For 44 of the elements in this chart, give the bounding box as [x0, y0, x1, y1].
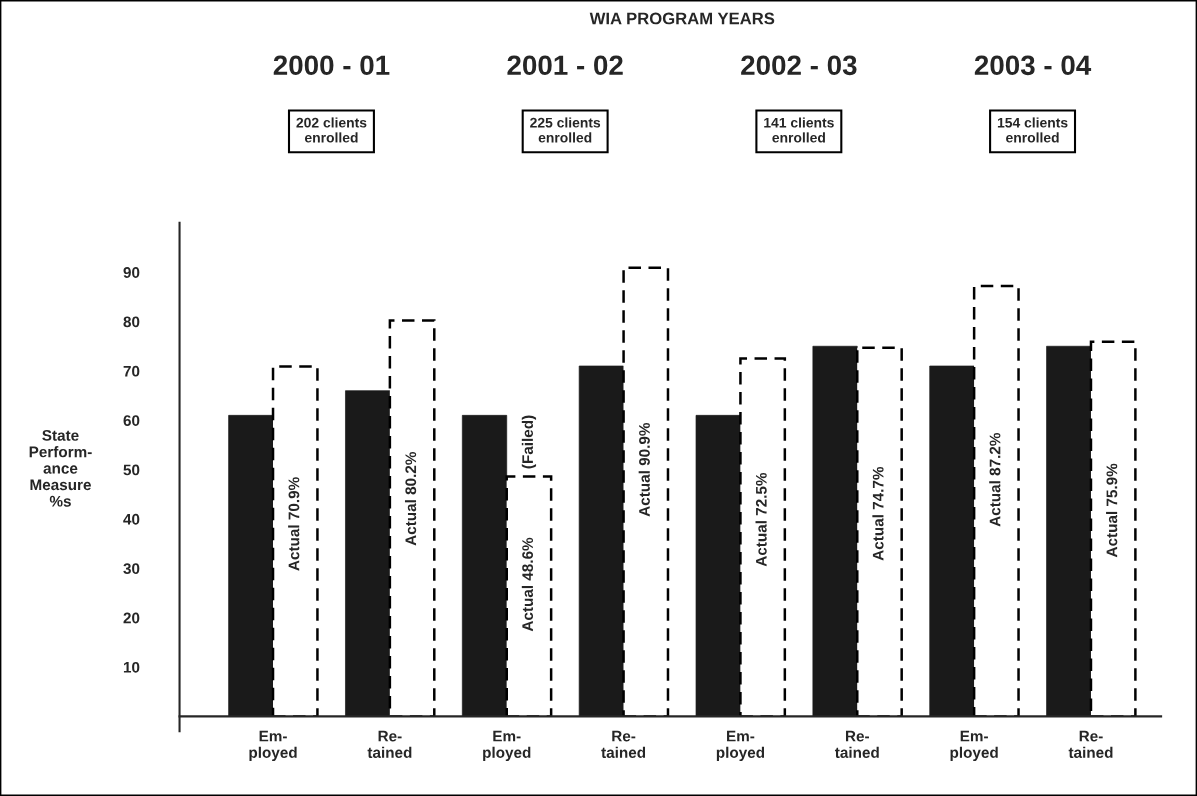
bar: [739, 357, 787, 717]
data-label: Actual 48.6%: [521, 537, 534, 632]
y-tick-label: 60: [123, 415, 140, 426]
y-tick-label: 40: [123, 513, 140, 525]
data-label: Actual 90.9%: [638, 422, 650, 517]
bar: [271, 365, 319, 717]
x-tick-label: Em- ployed: [716, 730, 765, 761]
data-label: Actual 74.7%: [872, 466, 884, 561]
y-tick-label: 80: [123, 316, 140, 328]
bar: [622, 266, 670, 717]
bar: [1089, 340, 1137, 717]
text: 2000 - 01: [273, 55, 390, 76]
data-label: Actual 75.9%: [1106, 463, 1118, 558]
bar: [856, 346, 903, 717]
data-label: Actual 80.2%: [404, 451, 417, 546]
y-tick-label: 90: [123, 267, 140, 278]
data-label: Actual 87.2%: [989, 432, 1001, 527]
y-tick-label: 50: [123, 464, 140, 476]
text: 154 clients enrolled: [997, 117, 1068, 143]
bar: [388, 319, 436, 717]
data-label: Actual 70.9%: [288, 477, 300, 571]
bar: [972, 284, 1020, 717]
text: 2001 - 02: [507, 55, 623, 76]
chart-title: WIA PROGRAM YEARS: [589, 12, 775, 25]
annotation: (Failed): [521, 415, 537, 469]
x-tick-label: Re- tained: [1068, 730, 1113, 758]
x-tick-label: Em- ployed: [483, 730, 531, 761]
bar: [505, 475, 553, 717]
text: 202 clients enrolled: [296, 117, 367, 143]
text: 2002 - 03: [741, 55, 857, 76]
text: 141 clients enrolled: [764, 117, 834, 143]
y-tick-label: 30: [123, 563, 140, 575]
x-tick-label: Re- tained: [367, 730, 412, 758]
x-tick-label: Em- ployed: [249, 730, 297, 761]
x-tick-label: Re- tained: [834, 730, 879, 758]
x-tick-label: Em- ployed: [950, 730, 998, 761]
y-axis-title: State Perform- ance Measure %s: [29, 430, 92, 507]
x-tick-label: Re- tained: [601, 730, 646, 758]
data-label: Actual 72.5%: [755, 472, 767, 567]
y-tick-label: 70: [123, 365, 140, 377]
y-tick-label: 10: [123, 661, 140, 673]
text: 2003 - 04: [974, 55, 1092, 76]
y-tick-label: 20: [123, 612, 140, 624]
text: 225 clients enrolled: [530, 117, 601, 143]
